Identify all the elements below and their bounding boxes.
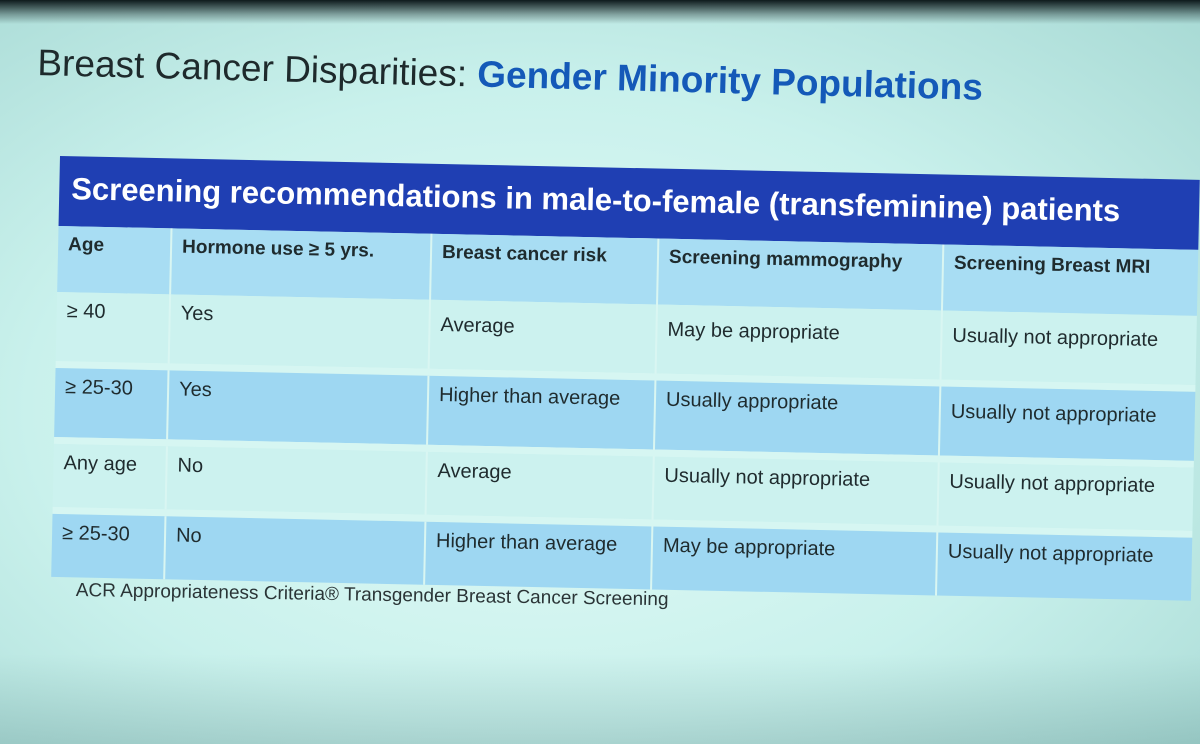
cell-mammography: May be appropriate [655, 304, 942, 380]
header-hormone-use: Hormone use ≥ 5 yrs. [170, 228, 432, 300]
cell-risk: Higher than average [427, 375, 656, 450]
cell-hormone-use: Yes [167, 370, 429, 445]
cell-risk: Average [428, 299, 658, 374]
slide-title: Breast Cancer Disparities: Gender Minori… [36, 42, 984, 109]
recommendations-table: Age Hormone use ≥ 5 yrs. Breast cancer r… [51, 225, 1199, 601]
header-mri: Screening Breast MRI [941, 244, 1199, 316]
cell-hormone-use: No [164, 516, 426, 585]
slide-title-prefix: Breast Cancer Disparities: [36, 42, 478, 95]
cell-mammography: Usually appropriate [653, 380, 941, 456]
cell-age: Any age [52, 443, 167, 510]
cell-mri: Usually not appropriate [940, 310, 1197, 385]
cell-mri: Usually not appropriate [935, 532, 1193, 601]
cell-mammography: May be appropriate [651, 526, 938, 596]
screen-bottom-fade [0, 654, 1200, 744]
cell-age: ≥ 40 [55, 291, 171, 364]
header-age: Age [57, 225, 172, 295]
cell-mri: Usually not appropriate [937, 462, 1194, 531]
header-mammography: Screening mammography [657, 238, 944, 311]
cell-hormone-use: No [165, 446, 427, 515]
recommendations-table-wrap: Screening recommendations in male-to-fem… [51, 156, 1200, 601]
cell-mri: Usually not appropriate [938, 386, 1196, 461]
screen-top-shadow [0, 0, 1200, 24]
cell-hormone-use: Yes [168, 294, 431, 369]
cell-risk: Average [425, 451, 654, 520]
cell-age: ≥ 25-30 [54, 367, 169, 440]
cell-age: ≥ 25-30 [51, 513, 166, 580]
cell-risk: Higher than average [424, 521, 653, 590]
header-risk: Breast cancer risk [430, 233, 659, 305]
cell-mammography: Usually not appropriate [652, 456, 939, 526]
slide-title-accent: Gender Minority Populations [476, 53, 984, 108]
